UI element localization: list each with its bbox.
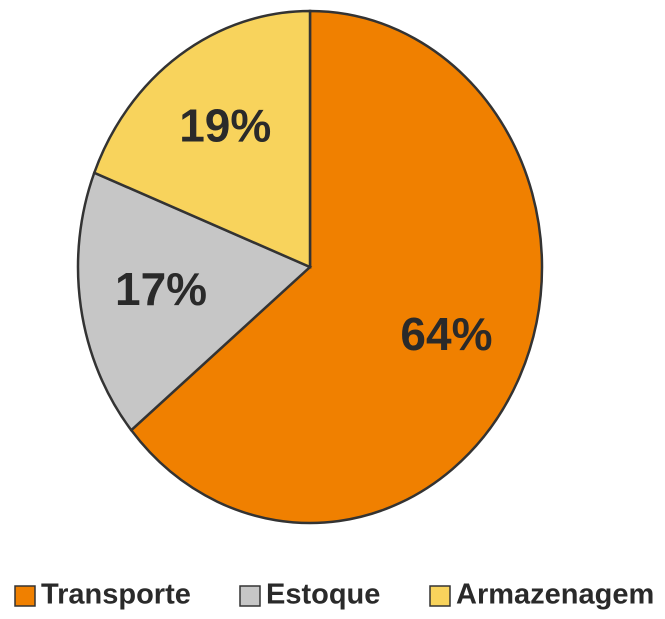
legend-swatch (429, 585, 451, 607)
pie-slice (76, 171, 313, 433)
legend-label: Armazenagem (456, 579, 654, 611)
pie-slice (129, 9, 544, 525)
legend-swatch (14, 585, 36, 607)
pie-slice (92, 9, 312, 269)
legend-label: Estoque (266, 579, 380, 611)
data-label: 64% (400, 308, 492, 360)
legend-label: Transporte (41, 579, 191, 611)
data-label: 19% (179, 100, 271, 152)
legend-swatch (239, 585, 261, 607)
data-label: 17% (115, 263, 207, 315)
